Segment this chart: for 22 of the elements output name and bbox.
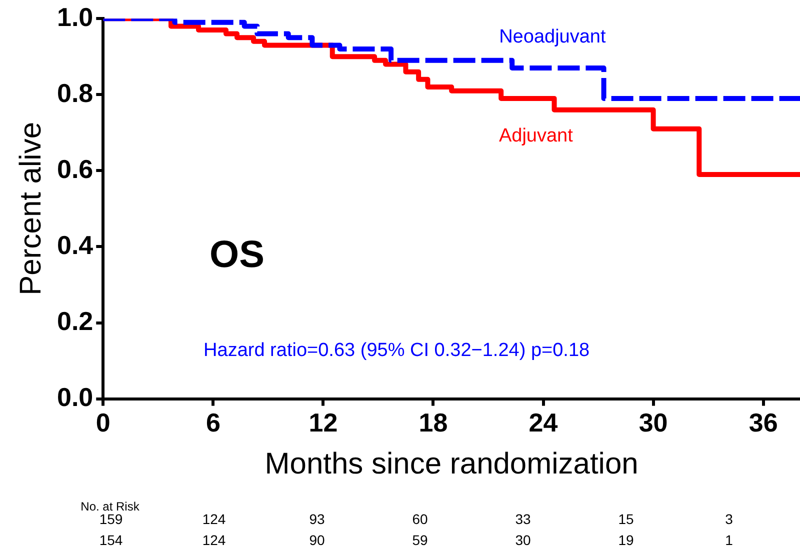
y-tick-label: 0.4 [56,230,94,260]
text: No. at Risk [80,499,140,514]
x-axis-title: Months since randomization [264,447,638,480]
annotation: OS [210,234,264,276]
series-label: Neoadjuvant [499,26,606,48]
x-tick-label: 12 [308,408,338,438]
series-label: Adjuvant [498,126,574,147]
text: 154 124 90 59 30 19 1 [99,532,733,548]
text: 159 124 93 60 33 15 3 [99,510,733,527]
x-tick-label: 18 [418,408,448,438]
y-tick-label: 1.0 [56,2,94,32]
y-tick-label: 0.2 [56,306,94,336]
y-tick-label: 0.8 [56,78,94,108]
x-tick-label: 6 [206,408,220,438]
x-tick-label: 30 [638,408,668,438]
y-tick-label: 0.0 [56,382,94,412]
annotation: Hazard ratio=0.63 (95% CI 0.32−1.24) p=0.18 [204,340,590,362]
x-tick-label: 36 [748,408,778,438]
x-tick-label: 0 [96,408,110,438]
x-tick-label: 24 [528,408,558,438]
y-axis-title: Percent alive [14,122,48,296]
y-tick-label: 0.6 [56,154,94,184]
